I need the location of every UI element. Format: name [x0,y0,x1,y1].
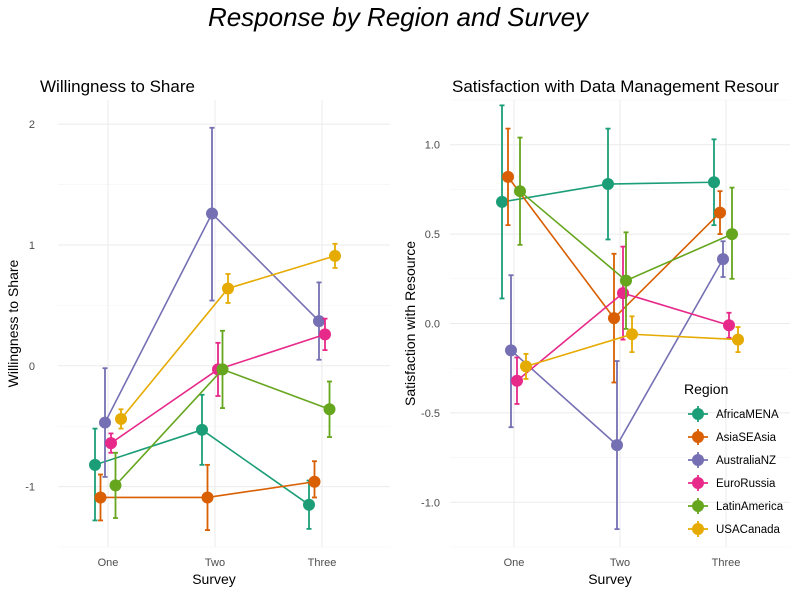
plot-area [496,104,744,531]
series-eurorussia [105,317,331,454]
x-tick-label: One [98,557,119,569]
legend-item-eurorussia: EuroRussia [688,475,776,491]
x-tick-label: Two [610,557,630,569]
legend-key-point [692,431,704,443]
panel-2: -1.0 -0.5 0.0 0.5 1.0 One Two Three Satisfaction… [402,77,790,587]
data-point [717,253,729,266]
data-point [201,491,214,504]
y-tick-label: 0.5 [425,229,440,241]
data-point [196,423,208,436]
series-africamena [89,393,315,530]
data-point [89,458,101,471]
data-point [723,319,735,332]
legend-item-asiaseasia: AsiaSEAsia [688,429,777,445]
legend-label: AfricaMENA [716,409,779,421]
x-tick-label: Three [308,557,337,569]
y-tick-label: -1 [25,482,35,494]
legend-key-point [692,454,704,466]
y-axis-title: Willingness to Share [5,259,21,387]
legend-label: USACanada [716,524,781,536]
data-point [602,178,614,191]
data-point [514,185,526,198]
series-asiaseasia [94,460,321,531]
series-usacanada [115,242,341,430]
data-point [319,328,331,341]
data-point [308,475,321,488]
data-point [617,287,629,300]
data-point [611,439,623,452]
series-latinamerica [514,136,738,330]
y-tick-label: 0 [29,361,35,373]
legend-item-australianz: AustraliaNZ [688,452,776,468]
chart-legend: Region AfricaMENA AsiaSEAsia AustraliaNZ Eu… [684,381,784,537]
y-tick-label: 1 [29,240,35,252]
x-tick-label: Two [205,557,225,569]
data-point [496,195,508,208]
data-point [620,274,632,287]
gridlines [58,100,390,548]
legend-key-point [692,477,704,489]
data-point [505,344,517,357]
x-axis-title: Survey [588,571,632,587]
y-axis-title: Satisfaction with Resource [402,241,418,406]
data-point [206,207,218,220]
panel-title: Willingness to Share [40,77,195,96]
panel-1: -1 0 1 2 One Two Three Willingness to Share Surv… [5,77,390,587]
legend-item-africamena: AfricaMENA [688,406,779,422]
legend-label: LatinAmerica [716,501,784,513]
legend-label: EuroRussia [716,478,776,490]
legend-label: AsiaSEAsia [716,432,777,444]
legend-key-point [692,500,704,512]
legend-item-usacanada: USACanada [688,521,781,537]
series-australianz [99,126,325,478]
data-point [708,176,720,189]
x-tick-label: One [504,557,525,569]
legend-title: Region [684,381,728,397]
data-point [303,498,315,511]
x-tick-label: Three [712,557,741,569]
data-point [329,249,341,262]
legend-key-point [692,408,704,420]
data-point [99,416,111,429]
series-latinamerica [109,329,336,519]
data-point [626,328,638,341]
series-africamena [496,104,720,300]
y-tick-label: 1.0 [425,140,440,152]
y-tick-label: 0.0 [425,319,440,331]
y-tick-label: -0.5 [421,408,440,420]
panel-title: Satisfaction with Data Management Resour [452,77,779,96]
y-tick-label: -1.0 [421,497,440,509]
chart-panels: -1 0 1 2 One Two Three Willingness to Share Surv… [5,77,790,587]
data-point [323,403,336,416]
data-point [109,479,122,492]
data-point [732,333,744,346]
data-point [313,315,325,328]
data-point [608,312,620,325]
legend-key-point [692,523,704,535]
x-axis-title: Survey [192,571,236,587]
legend-label: AustraliaNZ [716,455,776,467]
data-point [511,374,523,387]
data-point [105,437,117,450]
data-point [222,282,234,295]
plot-area [89,126,341,531]
data-point [502,170,514,183]
data-point [216,363,229,376]
legend-item-latinamerica: LatinAmerica [688,498,784,514]
data-point [520,360,532,373]
data-point [726,228,738,241]
chart-main-title: Response by Region and Survey [208,2,590,32]
data-point [94,491,107,504]
data-point [714,206,726,219]
series-asiaseasia [502,127,726,384]
series-usacanada [520,315,744,380]
data-point [115,412,127,425]
y-tick-label: 2 [29,119,35,131]
series-australianz [505,240,729,531]
